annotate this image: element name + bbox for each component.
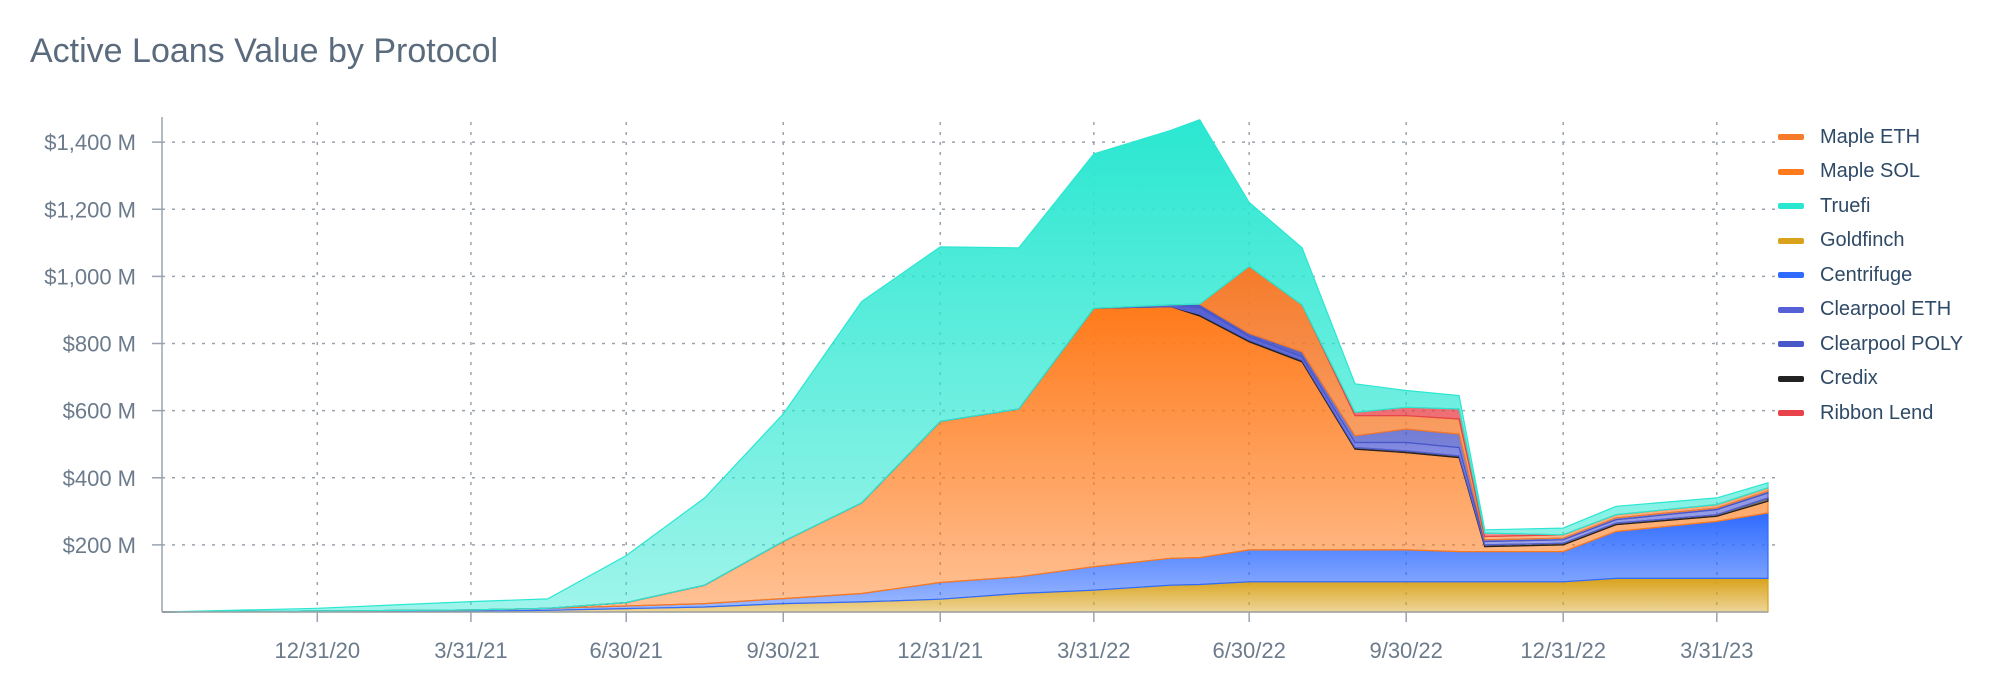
x-tick-label: 12/31/20 [274, 638, 360, 663]
legend-swatch [1778, 237, 1804, 244]
legend-swatch [1778, 168, 1804, 175]
legend-swatch [1778, 306, 1804, 313]
legend-label: Maple ETH [1820, 125, 1921, 148]
x-tick-label: 9/30/21 [747, 638, 820, 663]
chart-title: Active Loans Value by Protocol [30, 32, 499, 70]
legend-item[interactable]: Maple SOL [1778, 155, 1963, 190]
legend-item[interactable]: Clearpool POLY [1778, 327, 1963, 362]
legend-item[interactable]: Ribbon Lend [1778, 396, 1963, 431]
legend-item[interactable]: Clearpool ETH [1778, 293, 1963, 328]
y-tick-label: $600 M [63, 399, 136, 424]
legend-label: Centrifuge [1820, 263, 1913, 286]
legend-item[interactable]: Credix [1778, 362, 1963, 397]
legend-swatch [1778, 341, 1804, 348]
y-tick-label: $1,000 M [44, 264, 136, 289]
y-tick-label: $800 M [63, 332, 136, 357]
legend-label: Ribbon Lend [1820, 401, 1934, 424]
x-tick-label: 3/31/22 [1057, 638, 1130, 663]
legend-swatch [1778, 134, 1804, 141]
legend-label: Clearpool POLY [1820, 332, 1964, 355]
legend-swatch [1778, 203, 1804, 210]
legend-swatch [1778, 272, 1804, 279]
legend-label: Clearpool ETH [1820, 298, 1952, 321]
legend-item[interactable]: Maple ETH [1778, 120, 1963, 155]
x-tick-label: 12/31/21 [897, 638, 983, 663]
y-tick-label: $1,400 M [44, 130, 136, 155]
x-tick-label: 3/31/23 [1680, 638, 1753, 663]
x-tick-label: 6/30/21 [590, 638, 663, 663]
x-tick-label: 6/30/22 [1212, 638, 1285, 663]
series-areas [161, 118, 1769, 613]
tick-labels: $200 M $400 M $600 M $800 M $1,000 M $1,200 M… [44, 130, 1753, 663]
y-tick-label: $200 M [63, 533, 136, 558]
area-truefi [161, 118, 1769, 613]
legend-label: Credix [1820, 367, 1878, 390]
chart-legend: Maple ETH Maple SOL Truefi Goldfinch Centrif… [1778, 120, 1963, 431]
x-tick-label: 9/30/22 [1369, 638, 1442, 663]
y-tick-label: $400 M [63, 466, 136, 491]
legend-item[interactable]: Centrifuge [1778, 258, 1963, 293]
legend-swatch [1778, 375, 1804, 382]
x-tick-label: 3/31/21 [434, 638, 507, 663]
x-tick-label: 12/31/22 [1520, 638, 1606, 663]
legend-label: Truefi [1820, 194, 1871, 217]
legend-swatch [1778, 410, 1804, 417]
legend-label: Maple SOL [1820, 160, 1921, 183]
axes [152, 117, 1768, 622]
y-tick-label: $1,200 M [44, 197, 136, 222]
legend-label: Goldfinch [1820, 229, 1905, 252]
legend-item[interactable]: Truefi [1778, 189, 1963, 224]
legend-item[interactable]: Goldfinch [1778, 224, 1963, 259]
